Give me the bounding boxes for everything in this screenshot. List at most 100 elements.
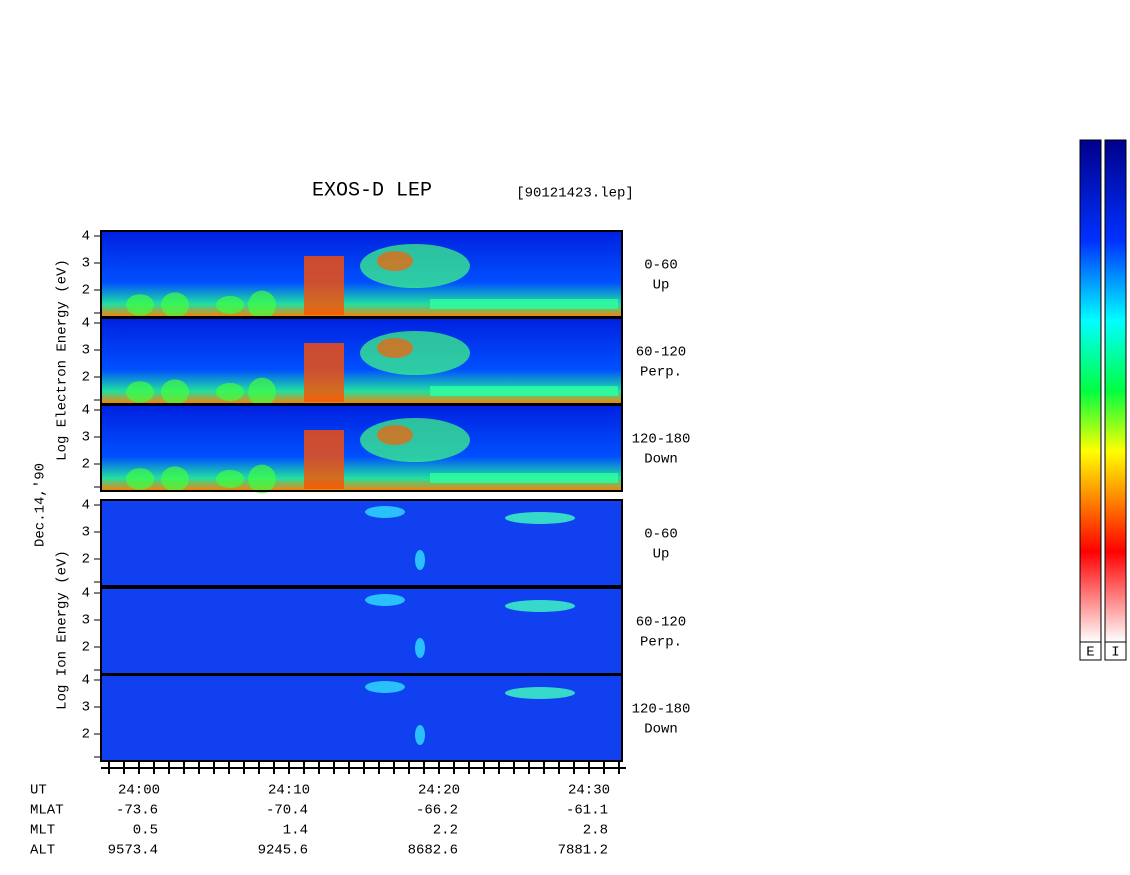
feature	[304, 430, 344, 489]
y-tick-label: 2	[82, 457, 90, 473]
electron-axis-label: Log Electron Energy (eV)	[55, 259, 71, 461]
panel-frame	[100, 499, 623, 587]
color-bar	[1104, 139, 1127, 643]
feature	[415, 725, 425, 745]
row-value: 1.4	[283, 823, 308, 839]
feature	[415, 550, 425, 570]
color-bar-box	[1104, 641, 1127, 661]
y-tick-label: 4	[82, 673, 90, 689]
panel-range: 120-180	[632, 432, 691, 448]
feature	[304, 256, 344, 315]
panel-direction: Down	[644, 722, 678, 738]
feature	[430, 299, 618, 309]
panel-direction: Down	[644, 452, 678, 468]
row-value: -66.2	[416, 803, 458, 819]
ion-axis-label: Log Ion Energy (eV)	[55, 550, 71, 710]
row-value: 24:00	[118, 783, 160, 799]
y-tick-label: 4	[82, 403, 90, 419]
y-tick-label: 3	[82, 700, 90, 716]
panel-range: 120-180	[632, 702, 691, 718]
feature	[248, 377, 276, 407]
feature	[126, 294, 154, 316]
feature	[126, 468, 154, 490]
panel-frame	[100, 674, 623, 762]
y-tick-label: 2	[82, 283, 90, 299]
feature	[216, 383, 244, 401]
y-tick-label: 2	[82, 640, 90, 656]
y-tick-label: 3	[82, 525, 90, 541]
ephemeris-table: UT 24:00 24:10 24:20 24:30 MLAT -73.6 -70.4 -66.…	[30, 783, 610, 859]
feature	[430, 386, 618, 396]
feature	[360, 244, 470, 288]
panel-direction: Up	[653, 547, 670, 563]
row-value: -70.4	[266, 803, 308, 819]
row-value: 2.2	[433, 823, 458, 839]
y-tick-label: 3	[82, 343, 90, 359]
row-value: 2.8	[583, 823, 608, 839]
feature	[377, 338, 413, 358]
feature	[505, 600, 575, 612]
y-tick-label: 3	[82, 430, 90, 446]
y-tick-label: 4	[82, 316, 90, 332]
panel-direction: Up	[653, 278, 670, 294]
row-value: 24:30	[568, 783, 610, 799]
panels: 4 3 2 0-60 Up 4 3 2 60-120 Perp. 4 3 2 120-180 Down 4 3 2…	[82, 229, 691, 762]
feature	[505, 687, 575, 699]
panel-range: 0-60	[644, 527, 678, 543]
date-label: Dec.14,'90	[33, 463, 49, 547]
feature	[216, 470, 244, 488]
y-tick-label: 4	[82, 498, 90, 514]
row-value: -73.6	[116, 803, 158, 819]
color-bar-label: I	[1111, 645, 1119, 661]
feature	[377, 251, 413, 271]
time-ticks	[108, 762, 620, 774]
panel-range: 0-60	[644, 258, 678, 274]
row-value: 24:10	[268, 783, 310, 799]
row-label: MLT	[30, 823, 55, 839]
row-value: 24:20	[418, 783, 460, 799]
feature	[415, 638, 425, 658]
feature	[161, 292, 189, 318]
feature	[216, 296, 244, 314]
panel-direction: Perp.	[640, 365, 682, 381]
feature	[505, 512, 575, 524]
feature	[161, 466, 189, 492]
feature	[304, 343, 344, 402]
feature	[360, 418, 470, 462]
panel-range: 60-120	[636, 345, 686, 361]
y-tick-label: 4	[82, 229, 90, 245]
feature	[161, 379, 189, 405]
row-value: -61.1	[566, 803, 608, 819]
feature	[365, 681, 405, 693]
file-name: [90121423.lep]	[516, 186, 634, 202]
feature	[126, 381, 154, 403]
y-tick-label: 3	[82, 613, 90, 629]
row-label: ALT	[30, 843, 55, 859]
color-bar-box	[1079, 641, 1102, 661]
y-tick-label: 4	[82, 586, 90, 602]
row-label: MLAT	[30, 803, 64, 819]
panel-frame	[100, 404, 623, 492]
row-label: UT	[30, 783, 47, 799]
y-tick-label: 2	[82, 552, 90, 568]
feature	[377, 425, 413, 445]
color-bar	[1079, 139, 1102, 643]
row-value: 7881.2	[558, 843, 608, 859]
row-value: 9573.4	[108, 843, 158, 859]
feature	[430, 473, 618, 483]
y-tick-label: 2	[82, 370, 90, 386]
color-bar-label: E	[1086, 645, 1094, 661]
row-value: 9245.6	[258, 843, 308, 859]
feature	[365, 506, 405, 518]
panel-range: 60-120	[636, 615, 686, 631]
panel-direction: Perp.	[640, 635, 682, 651]
feature	[365, 594, 405, 606]
feature	[248, 290, 276, 320]
row-value: 8682.6	[408, 843, 458, 859]
row-value: 0.5	[133, 823, 158, 839]
feature	[360, 331, 470, 375]
feature	[248, 464, 276, 494]
title: EXOS-D LEP	[312, 179, 432, 202]
